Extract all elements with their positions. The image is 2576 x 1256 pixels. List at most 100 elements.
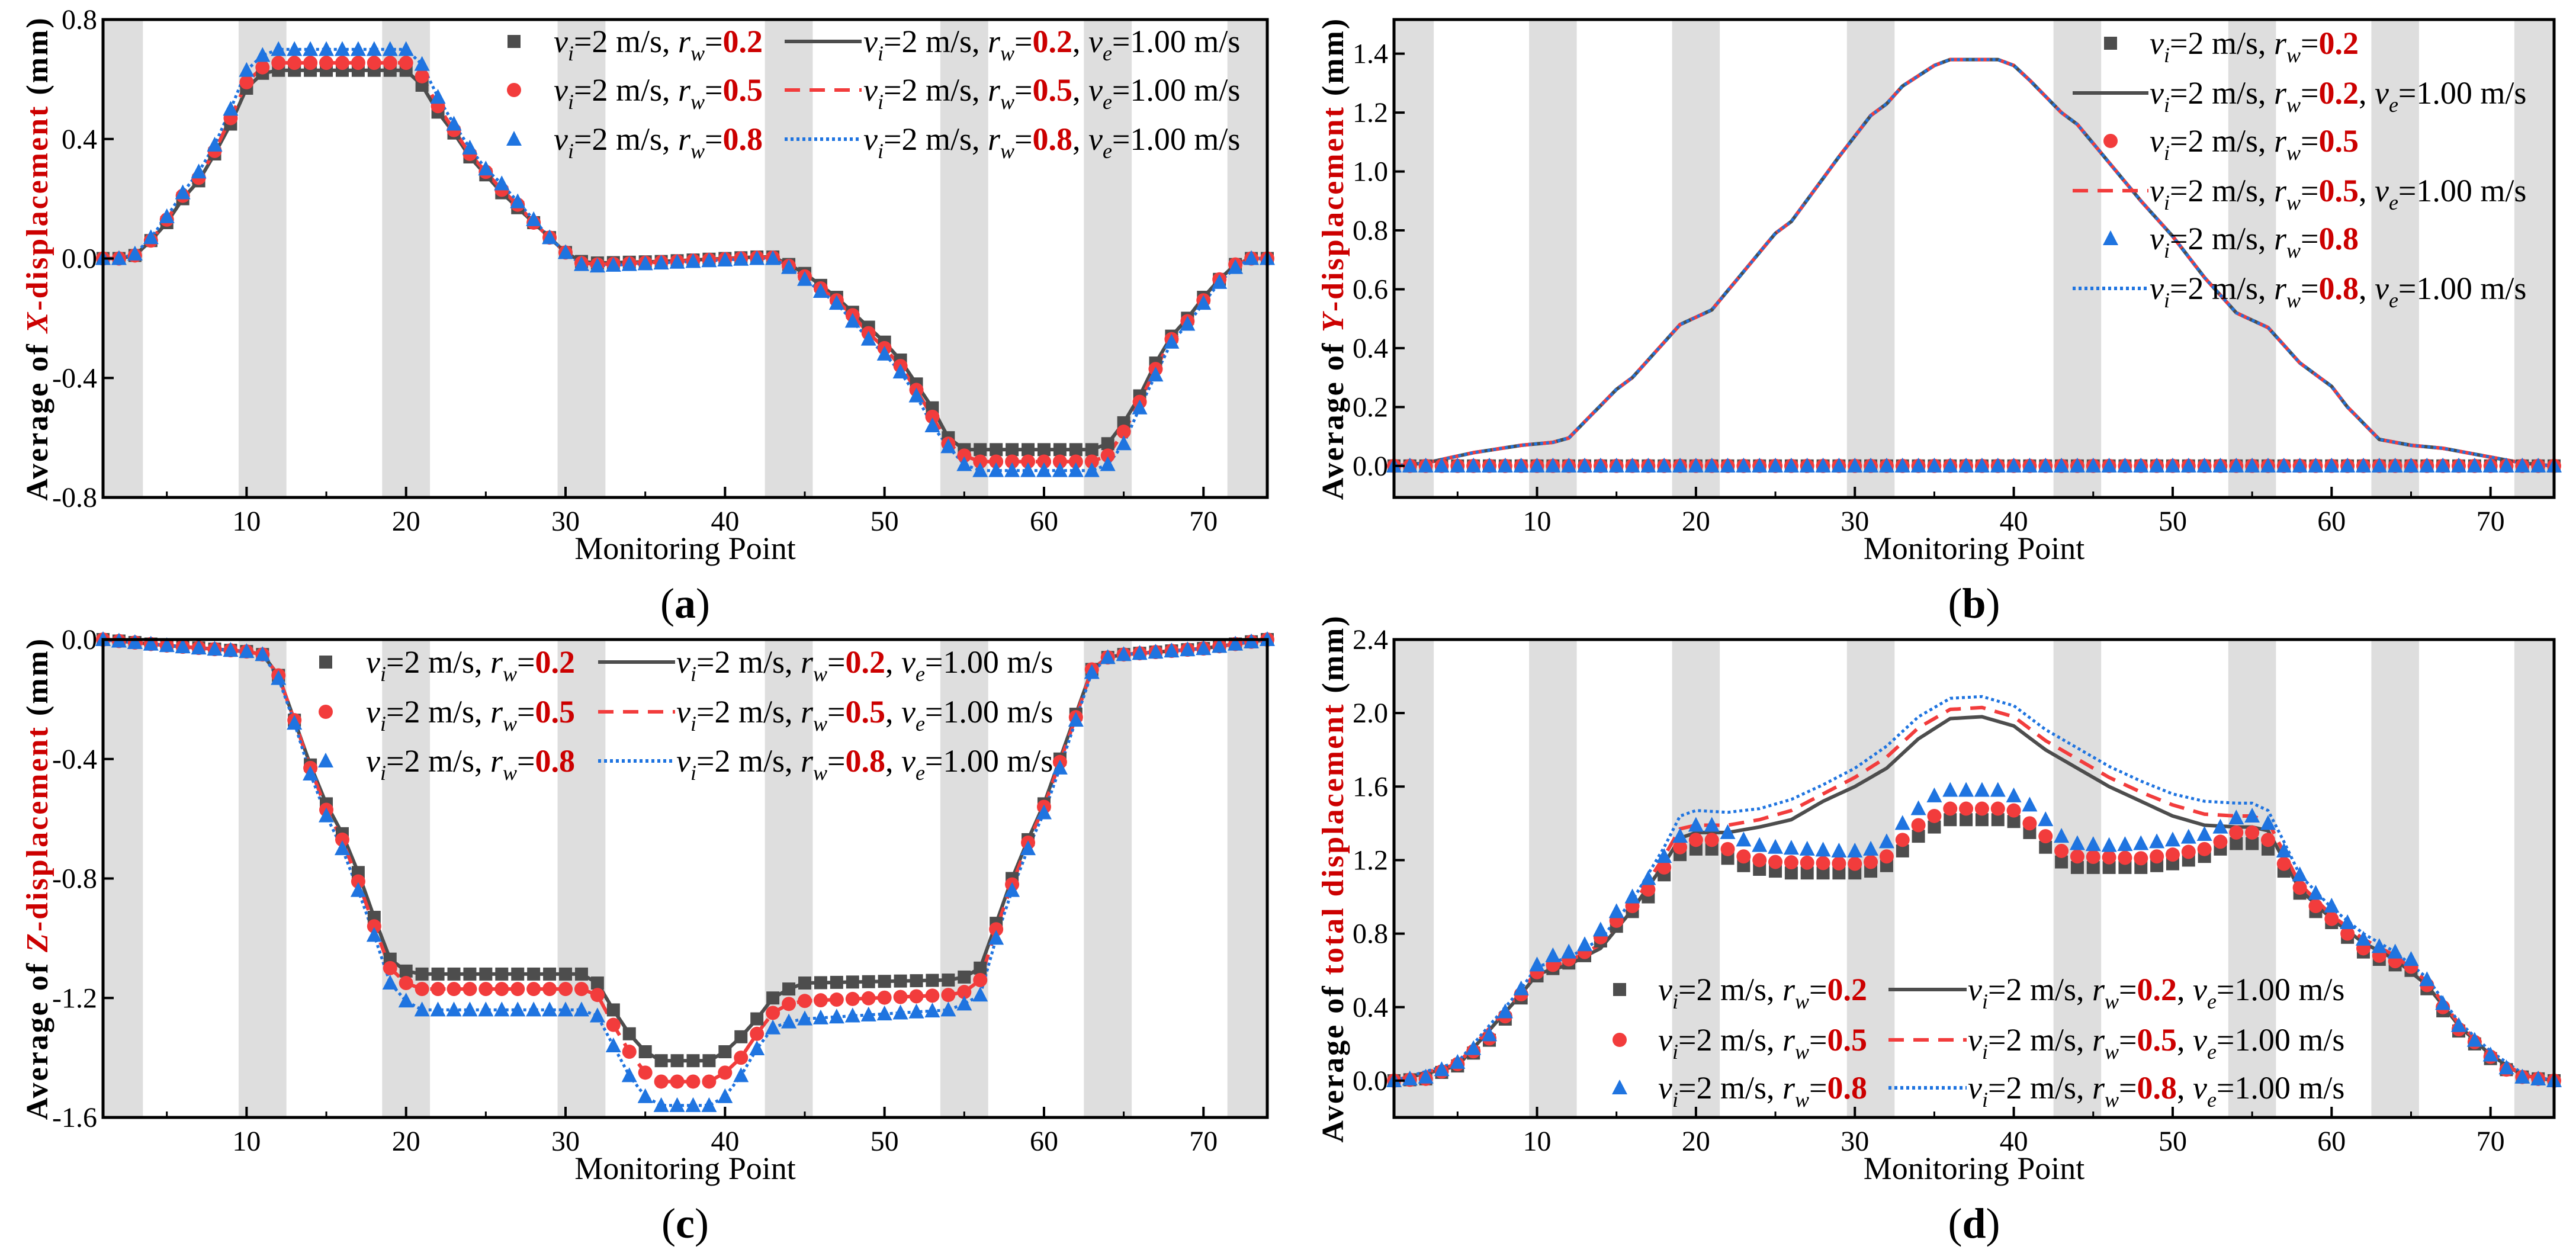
data-point (957, 985, 972, 1000)
legend-text-part: 0.2 (1032, 24, 1072, 59)
x-tick-label: 20 (1682, 1126, 1710, 1157)
y-tick-label: 0.0 (1353, 1065, 1388, 1097)
data-point (1164, 333, 1180, 349)
data-point (1974, 801, 1989, 816)
data-point (382, 41, 398, 56)
legend-marker-label: vi=2 m/s, rw=0.8 (366, 743, 575, 785)
legend-text-part: v (1968, 1022, 1982, 1058)
data-point (2038, 829, 2053, 844)
legend-text-part: , (1072, 72, 1088, 108)
legend-text-part: , (885, 644, 901, 680)
legend-text-part: w (813, 712, 827, 735)
shaded-band (1394, 20, 1434, 497)
data-point (1975, 813, 1989, 827)
data-point (1927, 808, 1942, 823)
legend-text-part: w (2286, 43, 2301, 67)
data-point (1832, 856, 1846, 871)
data-point (573, 1001, 589, 1017)
data-point (1402, 1070, 1418, 1085)
x-tick-label: 20 (1682, 506, 1710, 537)
data-point (351, 874, 365, 889)
x-tick-label: 30 (551, 1126, 580, 1157)
shaded-band (1529, 640, 1577, 1117)
data-point (2006, 787, 2022, 802)
data-point (1958, 457, 1974, 473)
data-point (606, 1017, 621, 1032)
x-axis-title: Monitoring Point (574, 1151, 796, 1186)
data-point (1688, 817, 1704, 832)
shaded-band (2514, 640, 2554, 1117)
data-point (1816, 856, 1830, 870)
chart-panel-d: 10 20 30 40 50 60 70 0.0 0.4 0.8 1.2 1.6 2.0 2.4 Monit… (1316, 614, 2562, 1247)
legend-text-part: = (1809, 1022, 1827, 1058)
y-tick-label: -0.4 (52, 744, 97, 775)
x-tick-label: 10 (1523, 506, 1552, 537)
legend-text-part: v (676, 644, 690, 680)
data-point (956, 995, 972, 1011)
data-point (2038, 811, 2054, 827)
legend-line-label: vi=2 m/s, rw=0.5, ve=1.00 m/s (2150, 173, 2526, 214)
y-axis-title: Average of Y-displacement (mm) (1316, 17, 1350, 500)
data-point (782, 982, 796, 996)
data-point (956, 456, 972, 471)
y-tick-label: 1.0 (1353, 156, 1388, 188)
legend-text-part: = (2119, 1022, 2137, 1058)
legend-line-label: vi=2 m/s, rw=0.2, ve=1.00 m/s (863, 24, 1240, 65)
data-point (239, 643, 255, 658)
data-point (2308, 885, 2324, 900)
data-point (2007, 815, 2021, 828)
legend-text-part: =1.00 m/s (1112, 24, 1240, 59)
data-point (909, 989, 924, 1004)
legend-text-part: e (2389, 288, 2398, 312)
data-point (479, 967, 493, 981)
data-point (718, 1045, 732, 1059)
y-axis-title: Average of Z-displacement (mm) (21, 637, 54, 1120)
data-point (989, 922, 1004, 937)
legend-marker-label: vi=2 m/s, rw=0.8 (2150, 221, 2359, 262)
legend-text-part: w (2105, 990, 2119, 1013)
legend-marker-square-icon (2104, 37, 2117, 50)
data-point (1847, 842, 1863, 857)
legend-text-part: = (2301, 25, 2318, 61)
data-point (924, 1003, 940, 1018)
data-point (1513, 457, 1529, 473)
data-point (542, 229, 558, 245)
legend-text-part: , (885, 694, 901, 730)
data-point (734, 1051, 749, 1065)
data-point (2070, 849, 2084, 864)
data-point (1704, 833, 1719, 847)
y-title-suffix: (mm) (21, 16, 54, 104)
data-point (2371, 457, 2387, 473)
legend-text-part: v (1088, 121, 1103, 157)
data-point (1912, 830, 1925, 843)
y-tick-label: 0.4 (1353, 992, 1388, 1023)
data-point (1053, 443, 1067, 457)
data-point (1592, 921, 1608, 937)
x-axis-title: Monitoring Point (574, 531, 796, 566)
legend-text-part: = (2119, 1070, 2137, 1106)
legend-text-part: = (1014, 121, 1032, 157)
legend-text-part: , (885, 743, 901, 779)
data-point (271, 56, 286, 70)
data-point (990, 443, 1003, 457)
y-title-prefix: Average of (1316, 975, 1350, 1142)
data-point (1101, 437, 1114, 451)
y-tick-label: 1.6 (1353, 771, 1388, 802)
data-point (2086, 860, 2100, 874)
data-point (367, 919, 381, 934)
data-point (2308, 899, 2323, 914)
data-point (1116, 425, 1131, 439)
legend-text-part: =1.00 m/s (925, 694, 1053, 730)
legend-text-part: v (901, 644, 916, 680)
x-tick-label: 70 (2477, 506, 2505, 537)
data-point (1958, 782, 1974, 797)
data-point (1926, 787, 1942, 802)
y-tick-label: 0.4 (1353, 333, 1388, 364)
legend-text-part: = (1809, 972, 1827, 1007)
data-point (207, 641, 223, 656)
data-point (191, 163, 207, 179)
legend-text-part: =2 m/s, (884, 72, 988, 108)
data-point (957, 448, 972, 463)
data-point (750, 1026, 765, 1041)
data-point (2180, 457, 2196, 473)
